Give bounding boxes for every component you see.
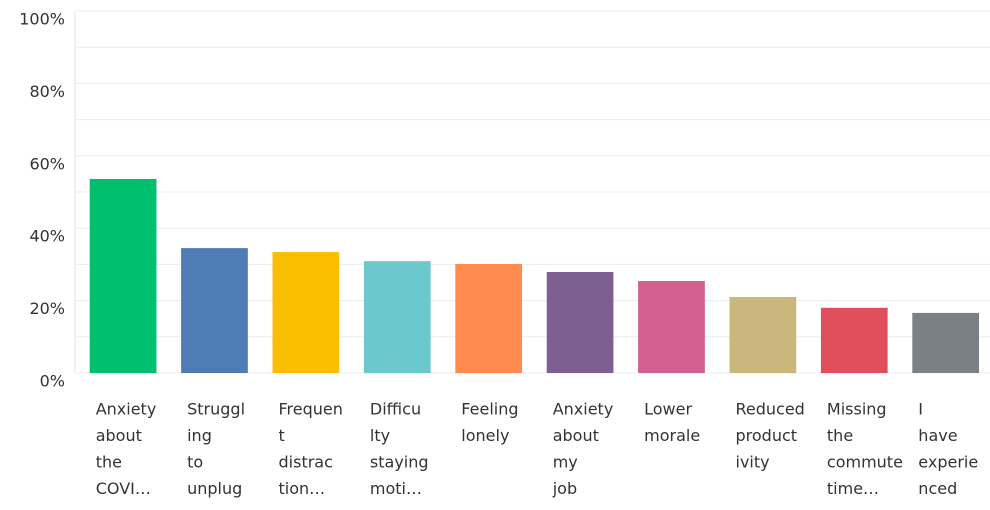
x-tick-label: morale xyxy=(644,426,700,445)
x-tick-label: about xyxy=(553,426,599,445)
x-tick-label: time… xyxy=(827,479,879,498)
x-tick-label: tion… xyxy=(279,479,326,498)
y-tick-label: 40% xyxy=(29,227,65,246)
y-tick-label: 100% xyxy=(19,10,65,29)
bar xyxy=(546,272,614,373)
x-tick-label: nced xyxy=(918,479,957,498)
x-tick-label: moti… xyxy=(370,479,422,498)
bar xyxy=(912,312,980,373)
x-tick-label: the xyxy=(96,453,122,472)
x-tick-label: job xyxy=(552,479,577,498)
bar xyxy=(363,261,431,373)
x-tick-label: Anxiety xyxy=(553,400,614,419)
y-tick-label: 0% xyxy=(40,372,65,391)
bar xyxy=(820,307,888,373)
x-tick-label: I xyxy=(918,400,923,419)
x-tick-label: distrac xyxy=(279,453,333,472)
x-tick-label: the xyxy=(827,426,853,445)
bar xyxy=(181,248,248,373)
x-tick-label: Reduced xyxy=(736,400,805,419)
x-tick-label: Missing xyxy=(827,400,887,419)
x-tick-label: staying xyxy=(370,453,429,472)
y-tick-label: 20% xyxy=(29,299,65,318)
x-tick-label: commute xyxy=(827,453,903,472)
bar xyxy=(729,296,797,373)
x-tick-label: Anxiety xyxy=(96,400,157,419)
x-tick-label: have xyxy=(918,426,957,445)
x-tick-label: product xyxy=(736,426,798,445)
x-tick-label: COVI… xyxy=(96,479,151,498)
bar xyxy=(638,281,705,373)
x-tick-label: about xyxy=(96,426,142,445)
x-tick-label: experie xyxy=(918,453,978,472)
bar xyxy=(89,178,157,373)
x-tick-label: Frequen xyxy=(279,400,343,419)
bar xyxy=(455,264,523,373)
x-tick-label: to xyxy=(187,453,203,472)
x-tick-label: Feeling xyxy=(461,400,518,419)
x-tick-label: lty xyxy=(370,426,390,445)
y-tick-label: 80% xyxy=(29,82,65,101)
x-tick-label: ivity xyxy=(736,453,770,472)
x-tick-label: Lower xyxy=(644,400,692,419)
x-tick-label: ing xyxy=(187,426,212,445)
x-tick-label: Struggl xyxy=(187,400,245,419)
x-tick-label: Difficu xyxy=(370,400,421,419)
bar xyxy=(272,252,340,373)
x-tick-label: t xyxy=(279,426,285,445)
x-tick-label: unplug xyxy=(187,479,242,498)
y-tick-label: 60% xyxy=(29,154,65,173)
x-tick-label: my xyxy=(553,453,578,472)
x-tick-label: lonely xyxy=(461,426,509,445)
